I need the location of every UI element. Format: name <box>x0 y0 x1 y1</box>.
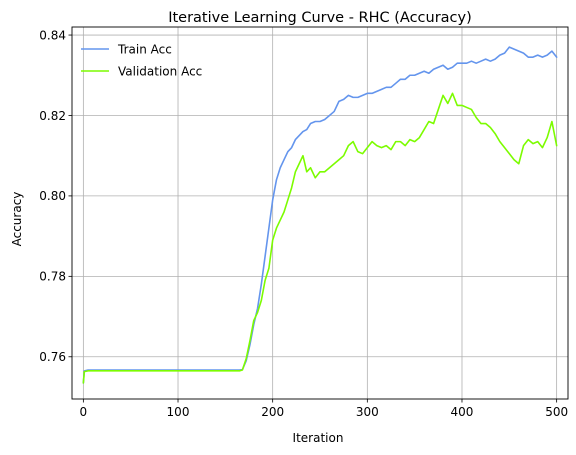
chart-title: Iterative Learning Curve - RHC (Accuracy… <box>168 10 472 26</box>
series-layer <box>82 46 558 384</box>
x-tick-label: 400 <box>451 405 474 419</box>
series-line-train-acc <box>82 46 558 384</box>
legend: Train Acc Validation Acc <box>81 43 202 79</box>
x-tick-label: 100 <box>167 405 190 419</box>
x-tick-label: 0 <box>80 405 88 419</box>
y-tick-label: 0.80 <box>39 189 66 203</box>
x-tick-label: 200 <box>261 405 284 419</box>
y-tick-label: 0.78 <box>39 270 66 284</box>
legend-label-validation: Validation Acc <box>118 65 202 79</box>
x-axis-label: Iteration <box>293 431 344 445</box>
series-line-validation-acc <box>82 92 558 384</box>
grid <box>72 27 568 399</box>
y-tick-label: 0.82 <box>39 109 66 123</box>
x-axis-ticks: 0 100 200 300 400 500 <box>80 399 568 419</box>
y-tick-label: 0.76 <box>39 350 66 364</box>
x-tick-label: 300 <box>356 405 379 419</box>
plot-frame <box>71 26 569 400</box>
y-axis-label: Accuracy <box>10 192 24 247</box>
x-tick-label: 500 <box>545 405 568 419</box>
legend-label-train: Train Acc <box>117 43 172 57</box>
y-axis-ticks: 0.76 0.78 0.80 0.82 0.84 <box>39 28 72 364</box>
y-tick-label: 0.84 <box>39 28 66 42</box>
